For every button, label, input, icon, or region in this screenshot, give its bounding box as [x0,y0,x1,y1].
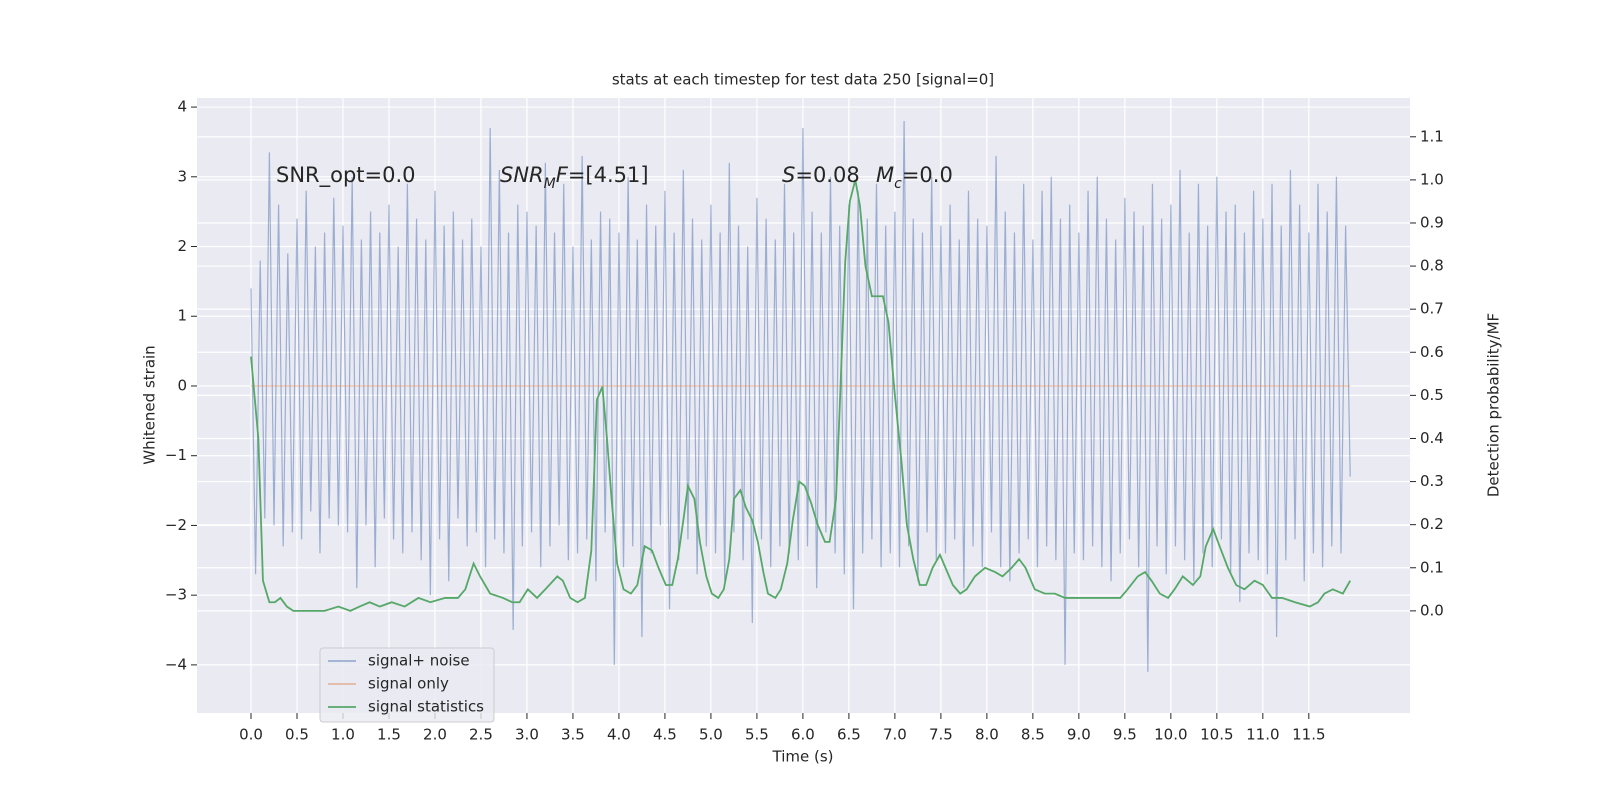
x-tick-label: 11.5 [1292,726,1325,744]
y2-tick-label: 0.8 [1420,257,1444,275]
y2-tick-label: 0.1 [1420,558,1444,576]
y-tick-label: −4 [165,655,187,673]
x-tick-label: 10.0 [1154,726,1187,744]
y2-tick-label: 0.2 [1420,515,1444,533]
x-tick-label: 8.5 [1021,726,1045,744]
x-tick-label: 7.0 [883,726,907,744]
annotation-part: M [544,176,556,192]
y2-axis-label: Detection probability/MF [1485,313,1503,497]
series-line [250,121,1351,672]
x-tick-label: 5.0 [699,726,723,744]
x-tick-label: 0.0 [239,726,263,744]
x-tick-label: 4.0 [607,726,631,744]
annotation-part: c [894,176,902,192]
y-tick-label: 3 [177,167,187,185]
chart-title: stats at each timestep for test data 250… [612,71,994,89]
data-layer [250,121,1351,672]
y2-tick-label: 0.6 [1420,343,1444,361]
annotation: SNR_opt=0.0 [276,163,416,188]
annotation-part: =0.0 [902,163,953,187]
x-tick-label: 2.5 [469,726,493,744]
annotation-part: SNR_opt=0.0 [276,163,416,188]
x-tick-label: 6.0 [791,726,815,744]
annotation: Mc=0.0 [876,163,953,192]
x-tick-label: 11.0 [1246,726,1279,744]
y2-tick-label: 0.7 [1420,300,1444,318]
x-tick-label: 2.0 [423,726,447,744]
y2-tick-label: 1.1 [1420,127,1444,145]
x-tick-label: 1.0 [331,726,355,744]
annotation-part: M [876,163,894,187]
annotation: SNRMF=[4.51] [500,163,649,192]
x-tick-label: 8.0 [975,726,999,744]
x-tick-label: 4.5 [653,726,677,744]
x-tick-label: 3.0 [515,726,539,744]
y-tick-label: 2 [177,237,187,255]
annotation-part: S [782,163,795,187]
annotation-part: =0.08 [795,163,859,187]
y-tick-label: 1 [177,307,187,325]
annotation: S=0.08 [782,163,860,187]
y-axis-label: Whitened strain [141,345,159,464]
legend-label: signal statistics [368,698,484,716]
y-tick-label: −3 [165,586,187,604]
x-tick-label: 5.5 [745,726,769,744]
y-tick-label: 0 [177,376,187,394]
x-tick-label: 9.0 [1067,726,1091,744]
legend-label: signal only [368,675,449,693]
y2-tick-label: 0.9 [1420,213,1444,231]
legend-label: signal+ noise [368,652,470,670]
annotation-part: F [556,163,569,187]
x-tick-label: 3.5 [561,726,585,744]
y2-tick-label: 0.4 [1420,429,1444,447]
y2-tick-label: 1.0 [1420,170,1444,188]
x-tick-label: 10.5 [1200,726,1233,744]
series-line [250,179,1351,612]
y-tick-label: −1 [165,446,187,464]
y-tick-label: −2 [165,516,187,534]
annotation-part: SNR [500,163,544,187]
x-tick-label: 0.5 [285,726,309,744]
y-tick-label: 4 [177,98,187,116]
x-axis-label: Time (s) [772,748,834,766]
x-tick-label: 6.5 [837,726,861,744]
annotation-part: =[4.51] [568,163,649,187]
legend-box [319,647,495,723]
y2-tick-label: 0.0 [1420,601,1444,619]
x-tick-label: 1.5 [377,726,401,744]
x-tick-label: 7.5 [929,726,953,744]
y2-tick-label: 0.5 [1420,386,1444,404]
y2-tick-label: 0.3 [1420,472,1444,490]
x-tick-label: 9.5 [1113,726,1137,744]
